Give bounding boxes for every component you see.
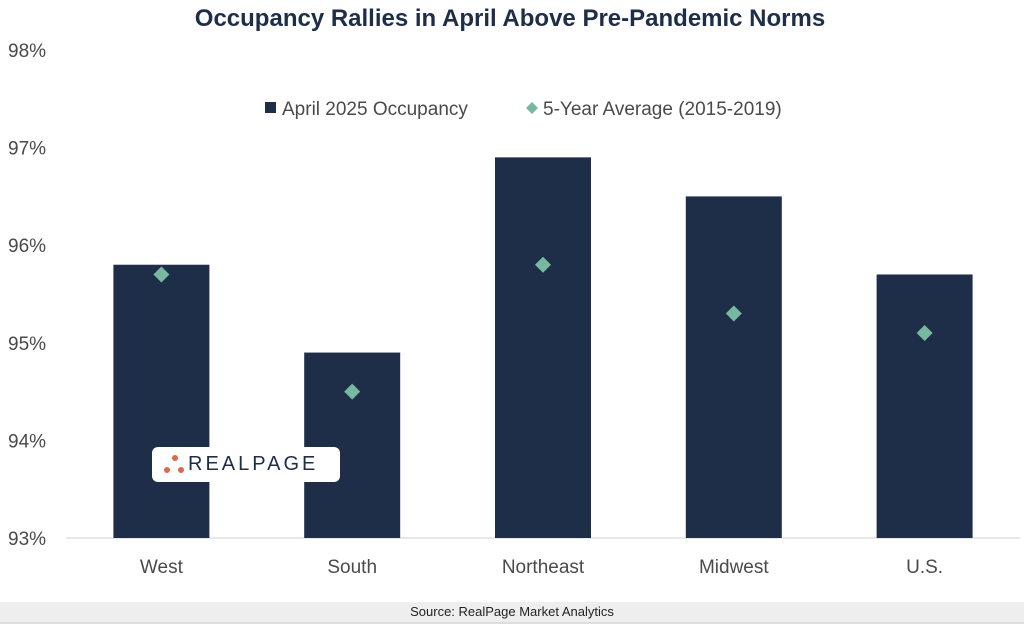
- logo-wordmark: REALPAGE: [188, 453, 319, 475]
- diamond-marker-south: [344, 383, 361, 400]
- x-category-label: Northeast: [502, 557, 585, 578]
- y-tick-label: 98%: [8, 41, 46, 62]
- bar-northeast: [495, 157, 591, 539]
- bar-us: [876, 274, 973, 538]
- diamond-marker-west: [153, 266, 170, 283]
- source-note: Source: RealPage Market Analytics: [0, 602, 1024, 624]
- legend-diamond-swatch: [526, 102, 538, 114]
- legend-label-occupancy: April 2025 Occupancy: [282, 99, 468, 120]
- diamond-series: [153, 256, 933, 400]
- y-tick-label: 94%: [8, 431, 46, 452]
- x-category-label: South: [327, 557, 377, 578]
- diamond-marker-midwest: [725, 305, 742, 322]
- legend-label-five-year-average: 5-Year Average (2015-2019): [543, 99, 782, 120]
- realpage-dots-icon: [160, 452, 188, 478]
- diamond-marker-northeast: [535, 256, 551, 273]
- chart-svg: Occupancy Rallies in April Above Pre-Pan…: [8, 5, 1020, 578]
- y-tick-label: 93%: [8, 529, 46, 550]
- bar-series: [113, 157, 973, 539]
- y-tick-label: 96%: [8, 236, 46, 257]
- x-category-label: West: [140, 557, 184, 578]
- y-tick-label: 95%: [8, 334, 46, 355]
- bar-south: [304, 352, 401, 538]
- bar-west: [113, 264, 210, 538]
- y-axis-ticks: 93% 94% 95% 96% 97% 98%: [8, 41, 46, 550]
- x-axis-labels: West South Northeast Midwest U.S.: [140, 557, 943, 578]
- y-tick-label: 97%: [8, 139, 46, 160]
- x-category-label: U.S.: [906, 557, 943, 578]
- realpage-logo: REALPAGE: [152, 447, 340, 482]
- legend: April 2025 Occupancy 5-Year Average (2015…: [265, 99, 782, 120]
- chart-title: Occupancy Rallies in April Above Pre-Pan…: [195, 5, 825, 32]
- legend-bar-swatch: [265, 102, 276, 113]
- diamond-marker-us: [916, 325, 933, 342]
- x-category-label: Midwest: [699, 557, 769, 578]
- bar-midwest: [685, 196, 782, 538]
